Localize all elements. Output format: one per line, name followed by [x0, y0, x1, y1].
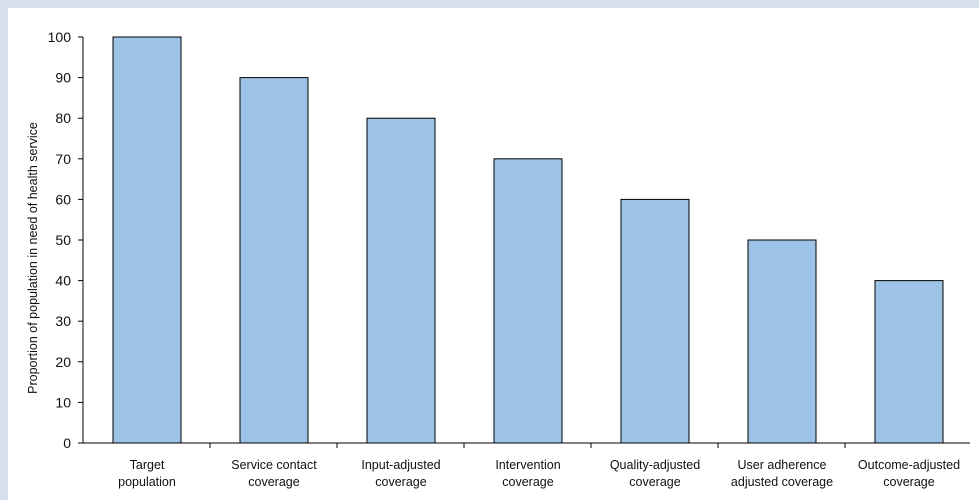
x-category-label-line: coverage	[248, 475, 299, 489]
x-category-label-6: Outcome-adjusted coverage	[858, 458, 960, 489]
x-category-label-line: population	[118, 475, 176, 489]
x-category-label-line: Outcome-adjusted	[858, 458, 960, 472]
y-tick-label: 30	[55, 313, 71, 329]
y-tick-label: 10	[55, 394, 71, 410]
bar-6	[874, 280, 944, 444]
y-axis-title: Proportion of population in need of heal…	[26, 122, 40, 394]
y-tick-label: 50	[55, 232, 71, 248]
y-tick-label: 80	[55, 110, 71, 126]
x-category-label-line: Quality-adjusted	[610, 458, 700, 472]
y-tick-label: 20	[55, 354, 71, 370]
x-category-label-0: Target population	[118, 458, 176, 489]
y-axis: 0 10 20 30 40 50 60 70 80 90 100	[48, 29, 84, 451]
x-category-label-line: adjusted coverage	[731, 475, 833, 489]
bars-group	[112, 36, 944, 444]
bar-0	[112, 36, 182, 444]
x-category-label-line: Input-adjusted	[361, 458, 440, 472]
x-category-label-1: Service contact coverage	[231, 458, 317, 489]
bar-3	[493, 158, 563, 444]
y-tick-label: 40	[55, 273, 71, 289]
bar-5	[747, 239, 817, 444]
x-category-label-line: coverage	[629, 475, 680, 489]
x-category-label-2: Input-adjusted coverage	[361, 458, 440, 489]
x-category-label-5: User adherence adjusted coverage	[731, 458, 833, 489]
y-tick-label: 90	[55, 70, 71, 86]
x-category-label-line: User adherence	[738, 458, 827, 472]
x-category-label-line: Intervention	[495, 458, 560, 472]
x-category-label-line: Service contact	[231, 458, 317, 472]
bar-1	[239, 77, 309, 444]
x-category-label-line: coverage	[502, 475, 553, 489]
x-category-label-4: Quality-adjusted coverage	[610, 458, 700, 489]
x-category-label-line: coverage	[883, 475, 934, 489]
y-tick-label: 60	[55, 191, 71, 207]
bar-2	[366, 117, 436, 444]
y-tick-label: 70	[55, 151, 71, 167]
bar-4	[620, 198, 690, 444]
x-category-label-line: coverage	[375, 475, 426, 489]
x-category-label-3: Intervention coverage	[495, 458, 560, 489]
y-tick-label: 0	[63, 435, 71, 451]
y-tick-label: 100	[48, 29, 72, 45]
x-category-label-line: Target	[130, 458, 165, 472]
